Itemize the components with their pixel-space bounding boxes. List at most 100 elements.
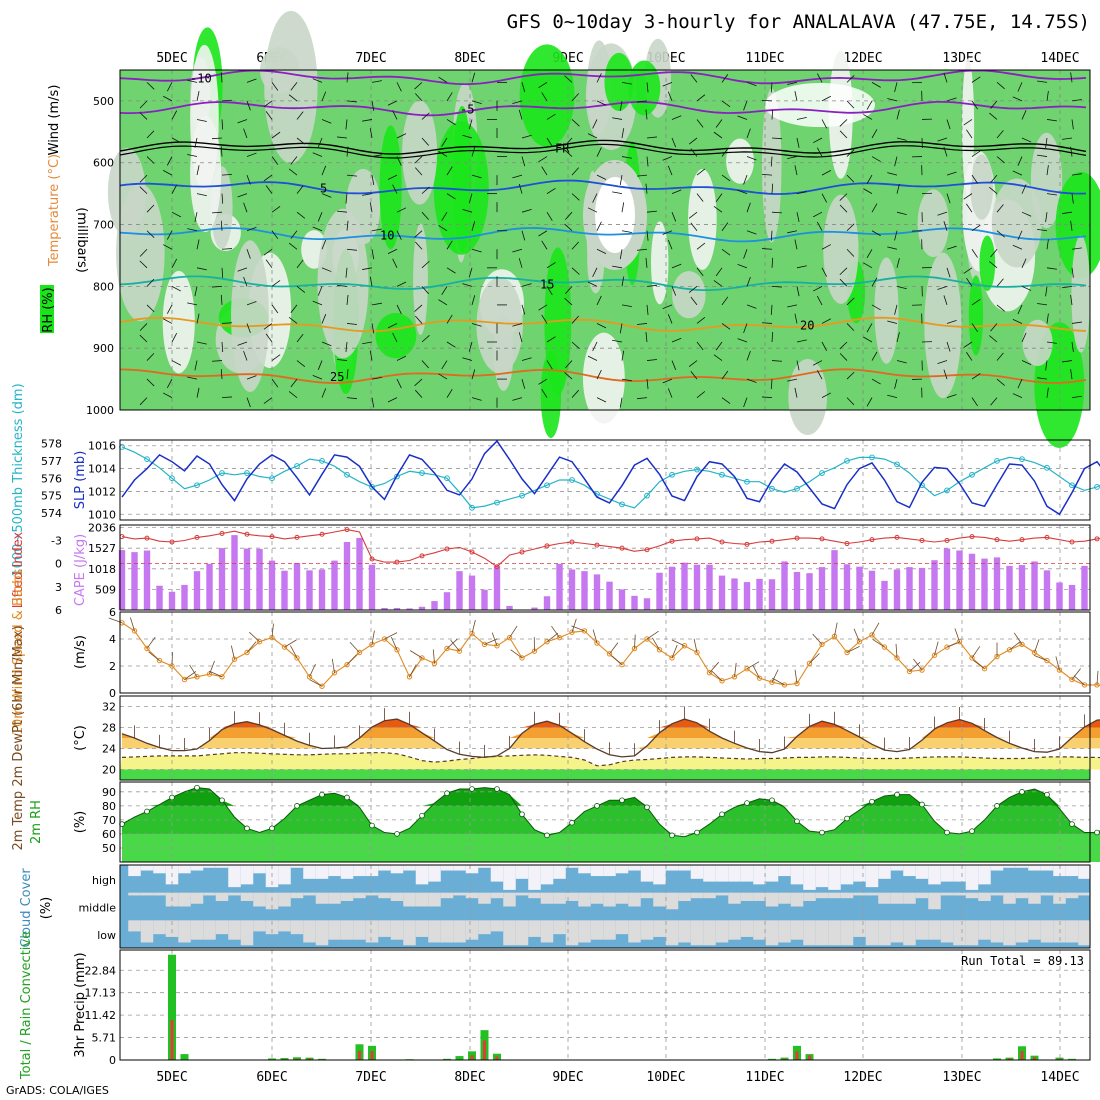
upper-wind-barb — [662, 156, 673, 161]
upper-wind-barb — [646, 230, 649, 241]
upper-wind-barb — [196, 165, 200, 176]
lifted-point — [144, 535, 150, 541]
cloud-clear-high — [565, 865, 579, 868]
upper-wind-barb — [312, 78, 323, 83]
thickness-point — [1069, 482, 1075, 489]
lifted-tick-6: 6 — [55, 604, 62, 617]
upper-wind-barb — [846, 75, 855, 83]
cape-bar — [606, 581, 613, 610]
wind-speed-point — [381, 636, 388, 642]
upper-wind-barb — [220, 220, 223, 231]
wind-speed-point — [906, 668, 913, 675]
upper-wind-barb — [770, 156, 773, 167]
rh2m-point — [319, 791, 325, 798]
rh-patch — [968, 275, 984, 356]
precip-total-bar — [180, 1054, 189, 1060]
upper-wind-barb — [538, 82, 548, 89]
cloud-clear-high — [915, 865, 929, 879]
upper-wind-barb — [541, 314, 548, 324]
thickness-point — [619, 501, 625, 508]
upper-wind-barb — [896, 258, 900, 268]
upper-wind-barb — [146, 304, 155, 313]
upper-wind-barb — [1071, 395, 1082, 399]
upper-wind-barb — [619, 100, 623, 111]
upper-wind-barb — [146, 82, 155, 90]
upper-wind-barb — [237, 341, 248, 346]
rh2m-point — [794, 818, 800, 825]
lifted-point — [719, 539, 725, 545]
upper-wind-barb — [139, 100, 148, 109]
upper-wind-barb — [471, 248, 482, 253]
thickness-point — [1044, 464, 1050, 471]
wind-barb — [772, 677, 785, 686]
cape-bar — [818, 567, 826, 610]
upper-wind-barb — [796, 286, 800, 297]
upper-wind-barb — [696, 391, 706, 398]
cloud-clear-high — [578, 865, 591, 874]
upper-wind-barb — [321, 193, 332, 198]
cloud-clear-high — [665, 865, 679, 871]
lifted-point — [394, 559, 400, 565]
cloud-clear-low — [653, 920, 666, 937]
cloud-clear-middle — [365, 892, 379, 896]
cloud-clear-low — [540, 920, 554, 943]
rh2m-tick-80: 80 — [102, 800, 116, 813]
cloud-clear-high — [515, 865, 529, 879]
rh-patch — [672, 271, 706, 319]
upper-wind-barb — [196, 119, 207, 122]
rh2m-point — [869, 798, 875, 805]
rh-patch — [823, 194, 859, 304]
upper-wind-barb — [221, 173, 233, 176]
upper-wind-barb — [196, 91, 200, 101]
upper-wind-barb — [139, 174, 148, 183]
upper-wind-barb — [271, 131, 281, 139]
upper-wind-barb — [211, 285, 223, 288]
cloud-clear-middle — [378, 892, 391, 899]
cape-bar — [706, 564, 713, 610]
upper-wind-barb — [667, 165, 673, 176]
upper-wind-barb — [671, 137, 677, 148]
rh-patch — [917, 189, 949, 258]
cloud-clear-low — [978, 920, 991, 940]
cape-bar — [831, 550, 838, 610]
dewpoint-area — [120, 752, 1100, 770]
precip-tick-17.13: 17.13 — [85, 987, 117, 1000]
cloud-clear-middle — [628, 892, 641, 907]
cape-bar — [1006, 565, 1013, 610]
upper-wind-barb — [171, 286, 182, 292]
cloud-clear-middle — [403, 892, 416, 907]
wind-unit: (m/s) — [73, 635, 88, 669]
cape-bar — [681, 562, 688, 610]
upper-wind-barb — [471, 323, 482, 327]
upper-wind-barb — [646, 359, 657, 361]
wind-speed-point — [444, 645, 450, 652]
cloud-clear-middle — [903, 892, 916, 904]
upper-wind-barb — [243, 351, 248, 361]
upper-wind-barb — [646, 304, 649, 315]
cloud-clear-low — [490, 920, 504, 932]
upper-wind-barb — [271, 304, 279, 314]
rh-patch — [1022, 319, 1053, 367]
upper-wind-barb — [846, 149, 855, 157]
rh-patch — [375, 313, 417, 359]
upper-wind-barb — [1021, 137, 1032, 143]
upper-wind-barb — [621, 128, 625, 139]
thickness-point — [719, 471, 725, 478]
thickness-tick-578: 578 — [41, 437, 62, 450]
upper-wind-barb — [139, 186, 148, 194]
cloud-clear-low — [690, 920, 704, 946]
upper-wind-barb — [846, 100, 855, 109]
lifted-index-line — [121, 529, 1100, 568]
upper-wind-barb — [396, 378, 402, 389]
cape-bar — [593, 574, 601, 610]
cape-bar — [868, 570, 876, 610]
upper-wind-barb — [246, 226, 257, 232]
rh2m-point — [419, 812, 425, 819]
upper-wind-barb — [612, 191, 623, 195]
upper-wind-barb — [271, 354, 281, 361]
cloud-clear-low — [715, 920, 729, 943]
cape-bar — [156, 585, 163, 610]
wind-barb — [971, 646, 981, 659]
lifted-point — [644, 547, 650, 553]
upper-wind-barb — [966, 352, 973, 361]
